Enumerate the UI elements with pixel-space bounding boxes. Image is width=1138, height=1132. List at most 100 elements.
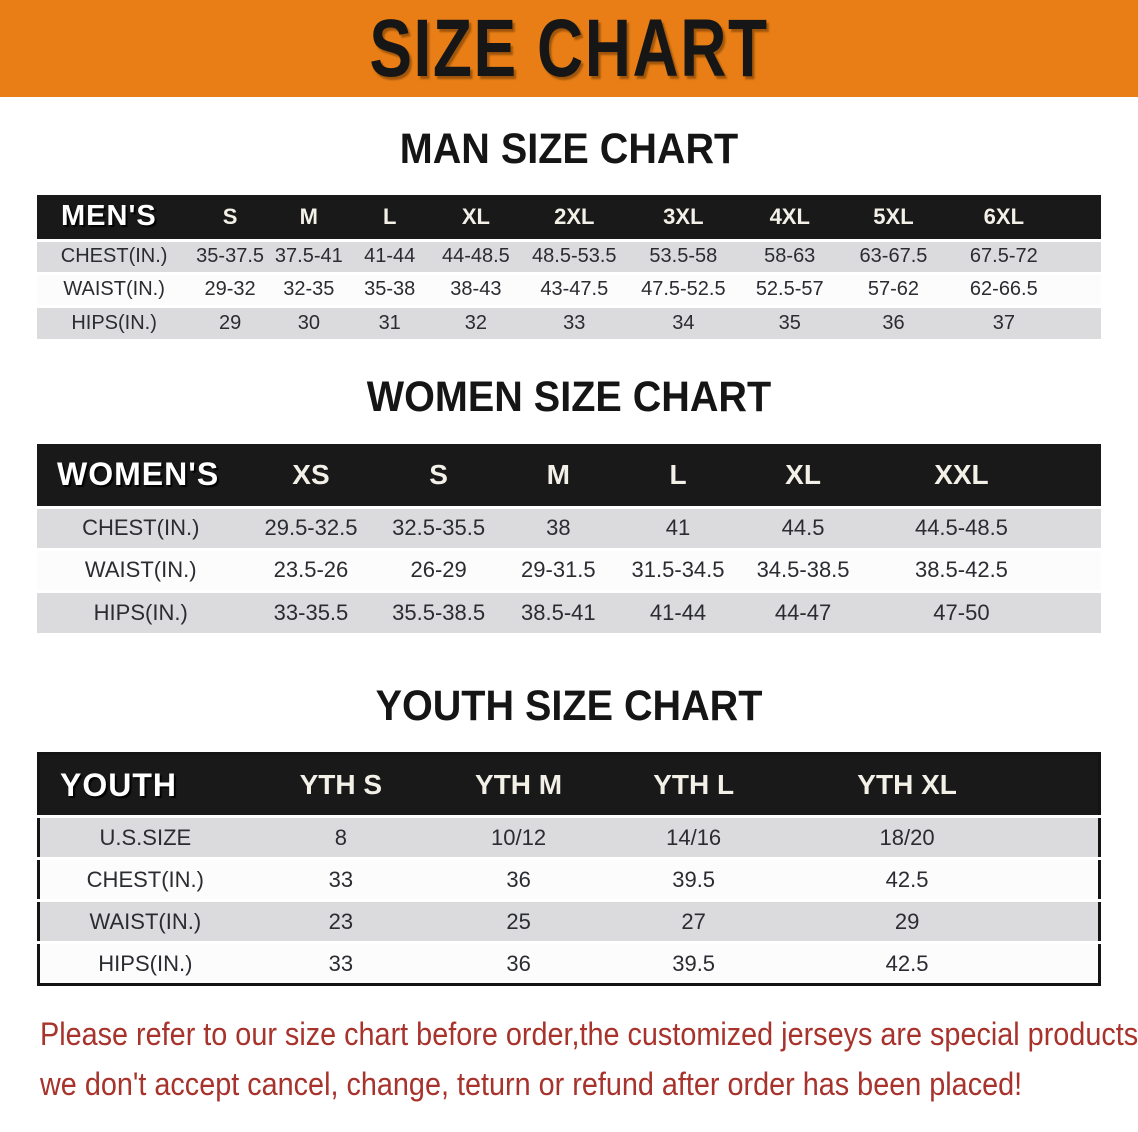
table-cell: 36 [431, 941, 607, 985]
row-label: WAIST(IN.) [37, 547, 245, 591]
banner-title: SIZE CHART [369, 2, 769, 94]
men-table-title: MEN'S [37, 195, 192, 240]
table-row: HIPS(IN.) 33 36 39.5 42.5 [38, 941, 1100, 985]
table-cell: 44-48.5 [430, 238, 522, 273]
table-cell: 36 [840, 304, 947, 339]
youth-size-table: YOUTH YTH S YTH M YTH L YTH XL U.S.SIZE … [37, 752, 1101, 986]
table-cell: 35 [739, 304, 841, 339]
table-cell: 36 [431, 857, 607, 901]
column-header: XXL [866, 444, 1101, 507]
column-header: L [616, 444, 740, 507]
table-cell: 63-67.5 [840, 238, 947, 273]
table-cell: 41 [616, 505, 740, 549]
column-header: S [191, 195, 269, 240]
table-cell: 53.5-58 [627, 238, 740, 273]
table-cell: 29 [781, 899, 1100, 943]
table-row: WAIST(IN.) 29-32 32-35 35-38 38-43 43-47… [37, 271, 1101, 306]
table-row: U.S.SIZE 8 10/12 14/16 18/20 [38, 815, 1100, 859]
table-cell: 41-44 [616, 589, 740, 633]
table-cell: 32 [430, 304, 522, 339]
table-cell: 37.5-41 [268, 238, 349, 273]
column-header: M [499, 444, 617, 507]
column-header: XL [430, 195, 522, 240]
disclaimer-line-2: we don't accept cancel, change, teturn o… [40, 1065, 1023, 1102]
row-label: HIPS(IN.) [37, 589, 245, 633]
column-header: 3XL [627, 195, 740, 240]
table-cell: 34 [627, 304, 740, 339]
table-cell: 25 [431, 899, 607, 943]
women-section: WOMEN SIZE CHART WOMEN'S XS S M L XL XXL [0, 339, 1138, 633]
men-size-table: MEN'S S M L XL 2XL 3XL 4XL 5XL 6XL CHEST… [37, 195, 1101, 339]
table-row: CHEST(IN.) 29.5-32.5 32.5-35.5 38 41 44.… [37, 505, 1101, 549]
table-cell: 33 [250, 941, 432, 985]
row-label: WAIST(IN.) [38, 899, 251, 943]
table-cell: 57-62 [840, 271, 947, 306]
women-table-header-row: WOMEN'S XS S M L XL XXL [37, 444, 1101, 507]
row-label: HIPS(IN.) [38, 941, 251, 985]
table-row: WAIST(IN.) 23 25 27 29 [38, 899, 1100, 943]
banner: SIZE CHART [0, 0, 1138, 97]
table-cell: 62-66.5 [946, 271, 1101, 306]
row-label: CHEST(IN.) [37, 238, 192, 273]
table-cell: 44.5-48.5 [866, 505, 1101, 549]
table-cell: 67.5-72 [946, 238, 1101, 273]
table-cell: 33-35.5 [244, 589, 378, 633]
table-cell: 32-35 [268, 271, 349, 306]
youth-table-title: YOUTH [38, 753, 251, 817]
column-header: XS [244, 444, 378, 507]
row-label: CHEST(IN.) [38, 857, 251, 901]
table-cell: 29.5-32.5 [244, 505, 378, 549]
table-cell: 33 [521, 304, 628, 339]
men-section: MAN SIZE CHART MEN'S S M L XL 2XL 3XL 4X… [0, 97, 1138, 339]
women-section-heading: WOMEN SIZE CHART [366, 373, 772, 421]
youth-section-heading: YOUTH SIZE CHART [375, 682, 763, 730]
women-table-title: WOMEN'S [37, 444, 245, 507]
table-cell: 14/16 [606, 815, 782, 859]
table-row: CHEST(IN.) 33 36 39.5 42.5 [38, 857, 1100, 901]
table-cell: 35-37.5 [191, 238, 269, 273]
men-table-header-row: MEN'S S M L XL 2XL 3XL 4XL 5XL 6XL [37, 195, 1101, 240]
column-header: YTH S [250, 753, 432, 817]
column-header: YTH L [606, 753, 782, 817]
men-section-heading: MAN SIZE CHART [399, 125, 739, 173]
column-header: M [268, 195, 349, 240]
disclaimer-footer: Please refer to our size chart before or… [0, 1010, 1138, 1109]
table-cell: 30 [268, 304, 349, 339]
column-header: XL [739, 444, 867, 507]
table-cell: 31.5-34.5 [616, 547, 740, 591]
table-cell: 39.5 [606, 941, 782, 985]
table-cell: 43-47.5 [521, 271, 628, 306]
column-header: 5XL [840, 195, 947, 240]
row-label: WAIST(IN.) [37, 271, 192, 306]
column-header: 4XL [739, 195, 841, 240]
table-cell: 23.5-26 [244, 547, 378, 591]
table-cell: 44.5 [739, 505, 867, 549]
table-cell: 23 [250, 899, 432, 943]
table-cell: 8 [250, 815, 432, 859]
row-label: U.S.SIZE [38, 815, 251, 859]
table-cell: 35.5-38.5 [377, 589, 500, 633]
table-cell: 34.5-38.5 [739, 547, 867, 591]
table-cell: 18/20 [781, 815, 1100, 859]
table-cell: 31 [348, 304, 431, 339]
table-cell: 42.5 [781, 857, 1100, 901]
table-cell: 38 [499, 505, 617, 549]
column-header: L [348, 195, 431, 240]
table-cell: 37 [946, 304, 1101, 339]
column-header: 6XL [946, 195, 1101, 240]
table-cell: 47.5-52.5 [627, 271, 740, 306]
table-cell: 32.5-35.5 [377, 505, 500, 549]
table-cell: 47-50 [866, 589, 1101, 633]
women-size-table: WOMEN'S XS S M L XL XXL CHEST(IN.) 29.5-… [37, 444, 1101, 633]
column-header: 2XL [521, 195, 628, 240]
table-cell: 29-32 [191, 271, 269, 306]
column-header: S [377, 444, 500, 507]
table-cell: 41-44 [348, 238, 431, 273]
table-cell: 42.5 [781, 941, 1100, 985]
table-cell: 33 [250, 857, 432, 901]
table-cell: 26-29 [377, 547, 500, 591]
table-cell: 38-43 [430, 271, 522, 306]
column-header: YTH XL [781, 753, 1100, 817]
table-cell: 58-63 [739, 238, 841, 273]
